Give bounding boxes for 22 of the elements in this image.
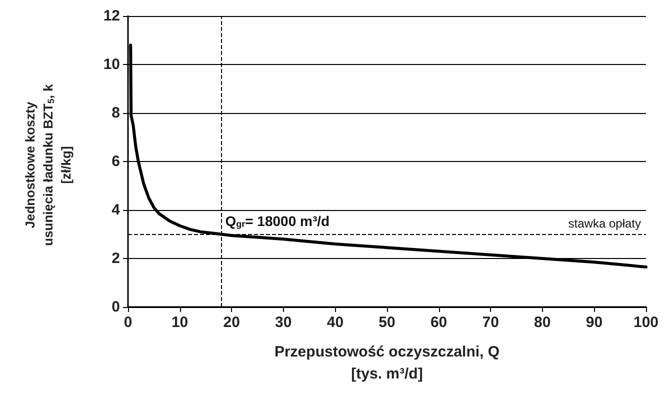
x-tick-label: 70: [482, 314, 499, 331]
text: Jednostkowe koszty usunięcia ładunku BZT5, k [zł/kg]: [22, 84, 74, 246]
x-tick-label: 30: [275, 314, 292, 331]
y-tick-label: 10: [103, 56, 120, 73]
y-tick-label: 2: [112, 250, 120, 267]
x-tick-label: 100: [633, 314, 659, 331]
x-tick-label: 80: [534, 314, 551, 331]
y-tick-label: 12: [103, 8, 120, 24]
x-tick-label: 20: [223, 314, 240, 331]
x-tick-label: 60: [430, 314, 448, 331]
ref-line-label: Qgr= 18000 m³/d: [225, 212, 330, 229]
x-tick-label: 10: [171, 314, 188, 331]
y-tick-label: 0: [112, 298, 120, 316]
y-tick-label: 4: [112, 202, 121, 218]
x-tick-label: 40: [326, 314, 344, 331]
y-tick-label: 6: [112, 153, 120, 170]
x-tick-label: 50: [378, 314, 396, 331]
ref-line-label: stawka opłaty: [568, 216, 641, 230]
x-axis-title: Przepustowość oczyszczalni, Q [tys. m³/d]: [274, 344, 500, 382]
x-tick-label: 0: [124, 314, 132, 331]
y-tick-label: 8: [112, 104, 120, 122]
x-tick-label: 90: [586, 314, 603, 331]
